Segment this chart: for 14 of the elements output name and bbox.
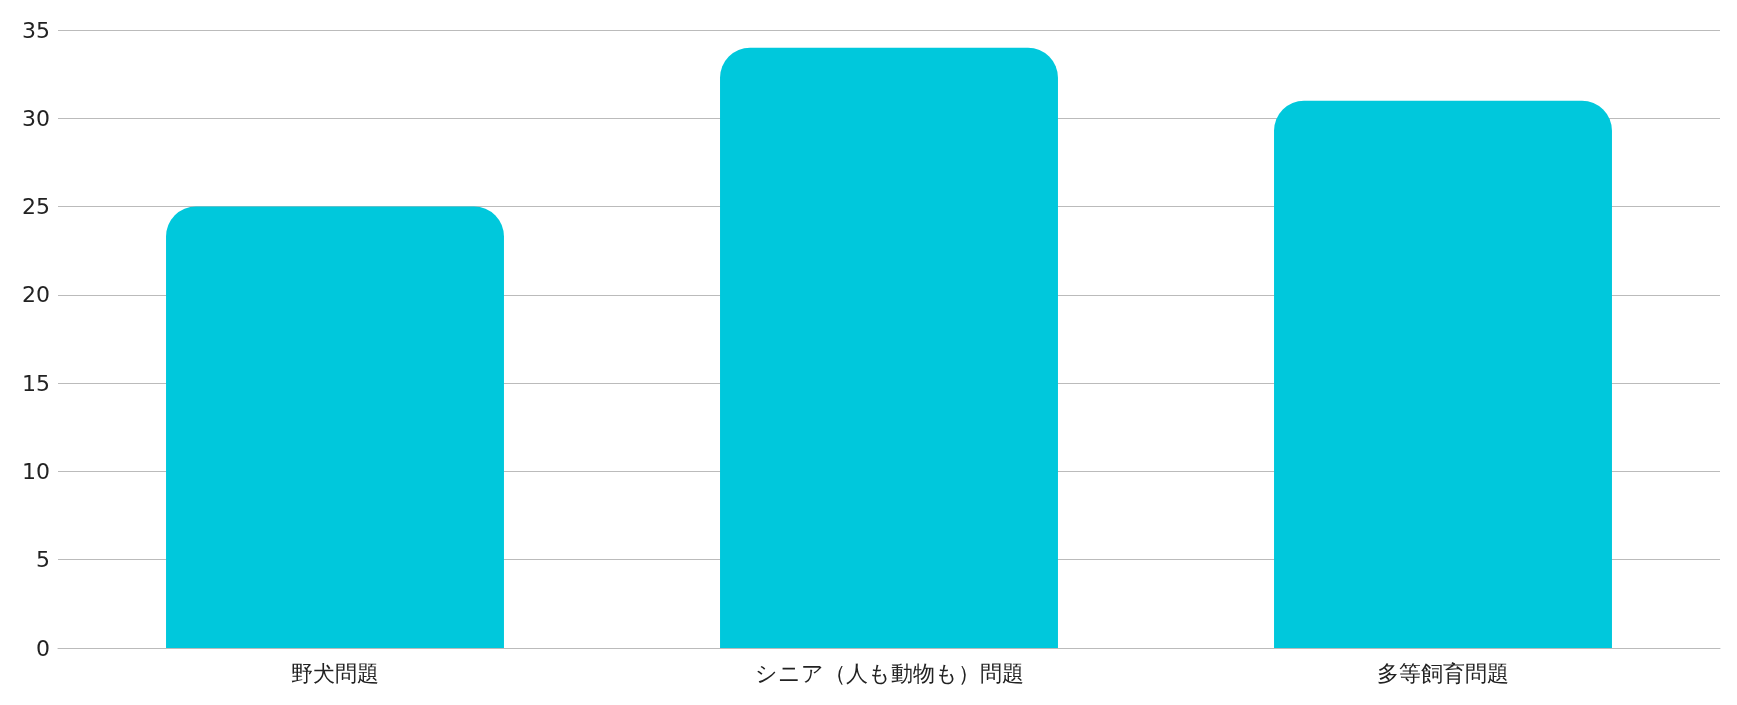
x-tick-label: 多等飼育問題 bbox=[1377, 660, 1509, 686]
bar bbox=[1274, 100, 1612, 648]
x-tick-label: シニア（人も動物も）問題 bbox=[754, 660, 1024, 686]
y-tick-label: 0 bbox=[36, 635, 50, 661]
y-tick-label: 10 bbox=[22, 458, 50, 484]
bar bbox=[166, 206, 504, 648]
y-tick-label: 20 bbox=[22, 282, 50, 308]
y-tick-label: 5 bbox=[36, 547, 50, 573]
y-tick-label: 30 bbox=[22, 105, 50, 131]
x-tick-label: 野犬問題 bbox=[291, 660, 379, 686]
y-tick-label: 15 bbox=[22, 370, 50, 396]
y-tick-label: 35 bbox=[22, 17, 50, 43]
y-tick-label: 25 bbox=[22, 194, 50, 220]
bar bbox=[720, 47, 1058, 648]
